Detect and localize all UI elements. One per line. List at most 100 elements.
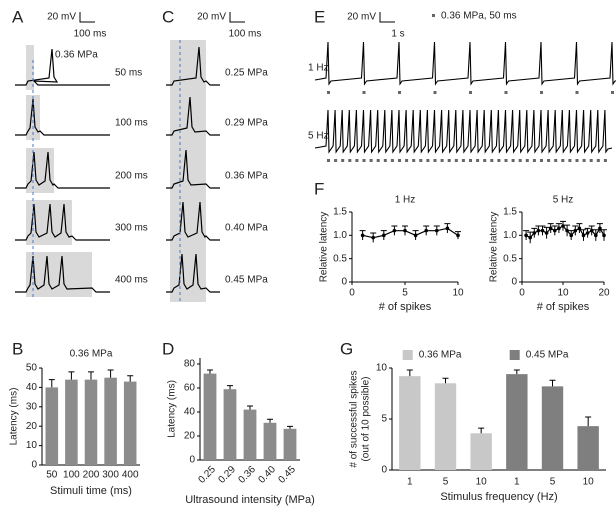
trace [314,41,616,86]
stimulus-dot [532,159,536,162]
trace [166,149,220,189]
trace [15,48,110,86]
stimulus-dot [433,91,437,94]
rate-label: 5 Hz [308,131,329,142]
trace [15,255,110,293]
stimulus-dot [398,91,401,94]
scale-bar [229,12,245,23]
stimulus-dot [504,91,508,94]
stimulus-dot [483,159,487,162]
point [382,233,386,238]
y-tick-label: 1.0 [503,230,517,241]
error-bar [88,371,94,380]
y-tick-label: 10 [376,363,388,374]
y-axis-label: Relative latency [489,212,500,283]
y-tick-label: 0 [341,277,347,288]
scale-bar [79,12,95,23]
stimulus-dot [575,159,579,162]
x-tick-label: 10 [476,477,488,488]
point [544,231,549,235]
error-bar [549,379,556,387]
x-tick-label: 0.25 [196,464,218,486]
point [577,226,582,231]
stimulus-dot [419,159,423,162]
error-bar [48,379,55,388]
stimulus-dot [440,159,444,162]
point [540,228,545,233]
stimulus-dot [398,159,401,162]
legend-label: 0.36 MPa [419,350,462,361]
stimulus-dot [348,159,352,162]
x-tick-label: 50 [46,470,58,481]
point [536,228,541,233]
trace [166,96,220,136]
error-bar [406,369,413,377]
bar [65,379,78,465]
stimulus-dot [327,91,330,94]
stimulus-dot [362,91,366,94]
bar [577,426,599,470]
stimulus-dot [376,159,380,162]
point [602,233,606,238]
point [589,228,594,233]
y-tick-label: 40 [184,407,196,418]
scale-label: 20 mV [347,12,376,23]
y-tick-label: 0 [511,277,517,288]
point [445,226,450,231]
point [548,226,553,231]
bar [203,373,217,460]
pressure-label: 0.36 MPa [55,50,98,61]
error-bar [68,371,75,380]
stimulus-dot [504,159,508,162]
x-axis-label: # of spikes [379,301,432,313]
point [553,228,557,233]
stimulus-dot [497,159,501,162]
chart-subtitle: 0.36 MPa [70,349,113,360]
intensity-label: 0.29 MPa [225,118,268,129]
stimulus-dot [582,159,586,162]
trace [166,253,220,293]
y-tick-label: 10 [26,440,38,451]
point [585,231,590,235]
error-bar [207,369,213,374]
point [557,226,561,231]
stimulus-dot [362,159,366,162]
y-tick-label: 0.5 [333,253,347,264]
x-tick-label: 10 [452,288,464,299]
error-bar [267,418,273,423]
stimulus-dot [611,91,614,94]
point [569,233,573,238]
error-bar [127,375,134,382]
x-tick-label: 20 [598,288,610,299]
stimulus-dot [596,159,600,162]
scale-bar [379,12,395,23]
panel-label: B [12,339,23,358]
stimulus-dot [405,159,409,162]
bar [506,374,528,470]
stimulus-dot [490,159,494,162]
stimulus-dot [561,159,565,162]
bar [123,381,137,465]
point [424,228,429,233]
point [565,228,569,233]
y-axis-label: Latency (ms) [9,388,20,446]
x-tick-label: 1 [407,477,413,488]
panel-label: A [12,7,24,26]
duration-label: 100 ms [115,118,148,129]
legend-label: 0.36 MPa, 50 ms [441,11,517,22]
duration-label: 200 ms [115,171,148,182]
error-bar [107,369,114,378]
stimulus-dot [355,159,359,162]
y-tick-label: 80 [184,359,196,370]
point [528,235,532,240]
intensity-label: 0.25 MPa [225,68,268,79]
point [524,233,528,238]
stimulus-dot [383,159,387,162]
y-axis-label: # of successful spikes [349,370,360,467]
legend-swatch [509,350,520,360]
scale-label: 20 mV [47,12,76,23]
x-tick-label: 0.40 [256,464,278,486]
y-tick-label: 30 [26,401,38,412]
y-tick-label: 0 [189,455,195,466]
stimulus-dot [469,159,472,162]
